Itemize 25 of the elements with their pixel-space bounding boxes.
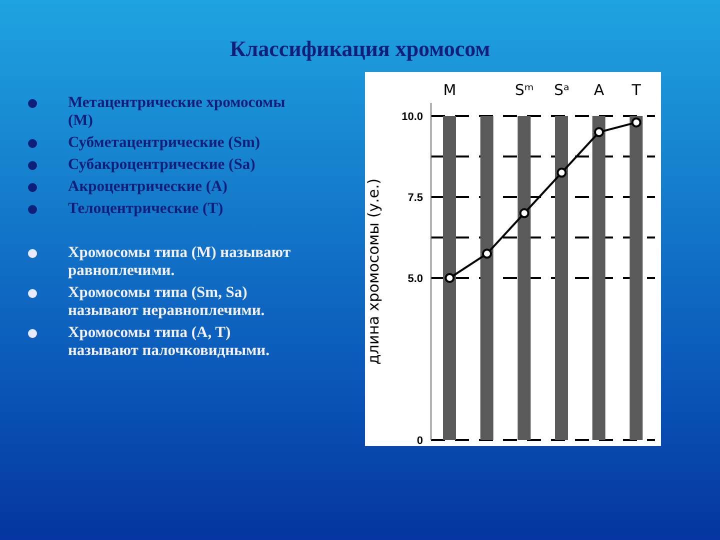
x-tick-label: Sᵃ: [554, 81, 570, 99]
x-tick-label: A: [594, 81, 605, 99]
text: Акроцентрические (A): [68, 178, 228, 196]
point: [594, 127, 604, 138]
point: [631, 117, 642, 128]
x-tick-label: T: [630, 81, 642, 99]
y-tick-label: 5.0: [408, 272, 423, 285]
point: [519, 208, 530, 218]
text: Хромосомы типа (Sm, Sa) называют неравноплечими.: [68, 284, 266, 320]
point: [556, 168, 567, 178]
point: [482, 248, 492, 259]
y-axis-title: длина хромосомы (у.е.): [364, 178, 382, 365]
text: Телоцентрические (T): [68, 200, 224, 218]
y-tick-label: 0: [416, 434, 423, 447]
text: Хромосомы типа (A, T) называют палочковидными.: [68, 324, 270, 360]
y-tick-label: 10.0: [402, 110, 423, 123]
text: Субметацентрические (Sm): [68, 134, 260, 152]
point: [444, 272, 455, 283]
chart-title: Классификация хромосом: [228, 36, 492, 62]
y-tick-label: 7.5: [408, 192, 423, 204]
x-tick-label: M: [443, 81, 456, 99]
text: Метацентрические хромосомы (M): [68, 94, 286, 130]
text: Субакроцентрические (Sa): [68, 156, 256, 174]
x-tick-label: Sᵐ: [514, 81, 534, 99]
text: Хромосомы типа (M) называют равноплечими.: [68, 244, 292, 280]
